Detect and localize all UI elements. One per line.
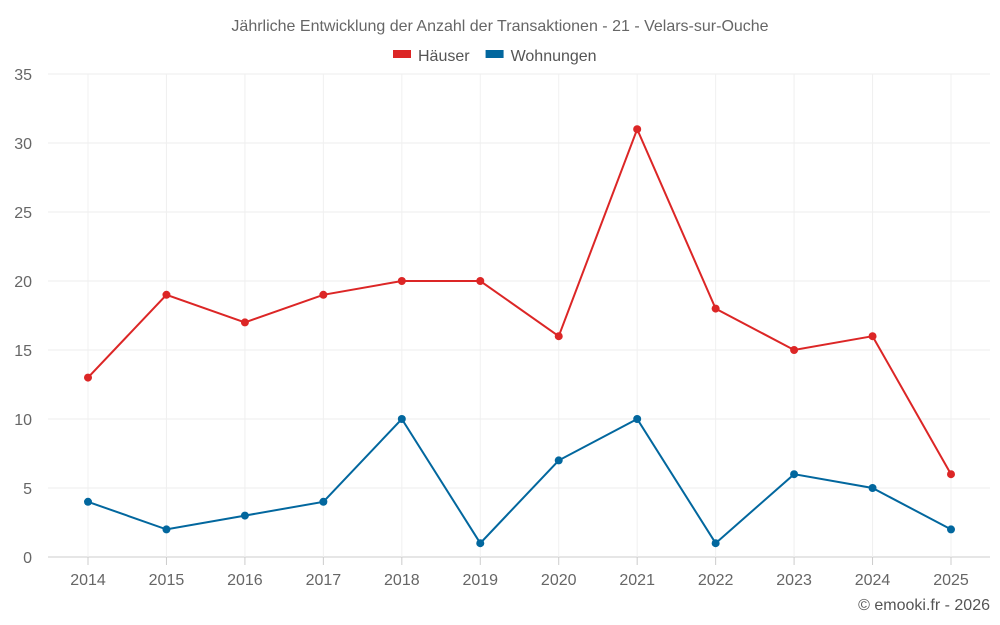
x-tick-label: 2022 [698, 572, 734, 589]
data-point [633, 125, 642, 134]
y-tick-label: 15 [14, 343, 32, 360]
data-point [790, 470, 799, 479]
data-point [319, 290, 328, 299]
x-tick-label: 2016 [227, 572, 263, 589]
data-point [397, 277, 406, 285]
x-axis: 2014 2015 2016 2017 2018 2019 2020 2021 2022 2023… [70, 557, 969, 589]
data-point [711, 304, 720, 313]
x-tick-label: 2024 [855, 572, 891, 589]
x-tick-label: 2018 [384, 572, 420, 589]
data-point [947, 525, 955, 534]
y-tick-label: 20 [14, 274, 32, 291]
grid [48, 73, 990, 558]
data-point [633, 415, 642, 423]
data-point [162, 290, 171, 299]
series-line [87, 417, 952, 545]
legend-label: Wohnungen [511, 48, 597, 65]
data-point [319, 497, 328, 506]
data-point [84, 497, 92, 506]
x-tick-label: 2015 [149, 572, 185, 589]
data-point [947, 470, 955, 479]
data-point [868, 332, 877, 341]
legend-swatch [485, 50, 504, 58]
legend-item: Wohnungen [485, 48, 597, 65]
x-tick-label: 2017 [306, 572, 342, 589]
y-tick-label: 10 [14, 412, 32, 429]
legend-swatch [393, 50, 411, 58]
data-point [711, 539, 720, 548]
data-point [790, 346, 799, 354]
x-tick-label: 2023 [776, 572, 812, 589]
legend-label: Häuser [418, 48, 470, 65]
x-tick-label: 2021 [619, 572, 655, 589]
chart-title: Jährliche Entwicklung der Anzahl der Tra… [231, 18, 768, 35]
x-tick-label: 2014 [70, 572, 106, 589]
series-group [84, 125, 955, 548]
credit: © emooki.fr - 2026 [858, 597, 990, 614]
series-wohnungen [84, 415, 955, 548]
series-häuser [84, 125, 955, 479]
y-tick-label: 35 [14, 67, 32, 84]
legend-item: Häuser [393, 48, 470, 65]
y-tick-label: 30 [14, 136, 32, 153]
series-line [87, 126, 952, 475]
data-point [868, 484, 877, 492]
y-axis: 0 5 10 15 20 25 30 35 [14, 67, 32, 567]
data-point [476, 277, 485, 285]
x-tick-label: 2025 [933, 572, 969, 589]
y-tick-label: 5 [23, 481, 32, 498]
data-point [84, 373, 92, 382]
legend: Häuser Wohnungen [393, 48, 597, 65]
data-point [162, 525, 171, 534]
data-point [240, 511, 249, 520]
data-point [554, 456, 563, 465]
x-tick-label: 2020 [541, 572, 577, 589]
y-tick-label: 25 [14, 205, 32, 222]
data-point [240, 318, 249, 327]
data-point [397, 415, 406, 423]
y-tick-label: 0 [23, 550, 32, 567]
x-tick-label: 2019 [462, 572, 498, 589]
data-point [554, 332, 563, 341]
data-point [476, 539, 485, 548]
